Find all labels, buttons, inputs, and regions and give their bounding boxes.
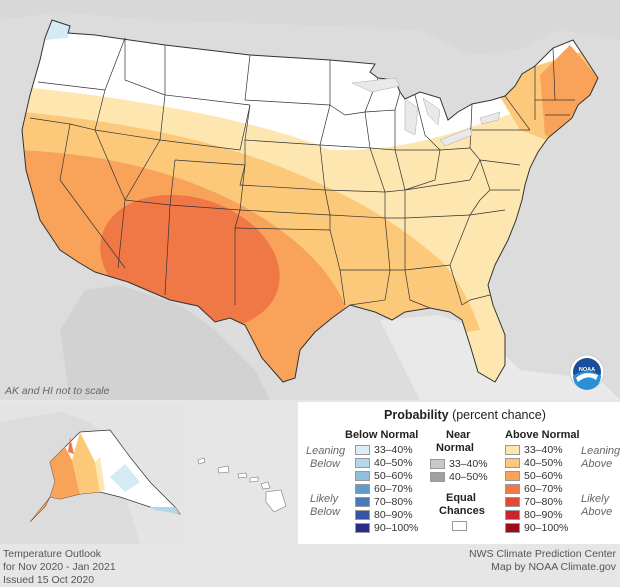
hawaii-islands: [197, 457, 287, 513]
near-normal-header-2: Normal: [436, 442, 474, 454]
leaning-above-line2: Above: [581, 458, 613, 470]
legend-title: Probability (percent chance): [384, 408, 546, 422]
below-swatch-label: 90–100%: [374, 522, 419, 534]
below-swatch: [355, 445, 370, 455]
below-swatch-label: 70–80%: [374, 496, 413, 508]
likely-above-line1: Likely: [581, 493, 610, 505]
scale-note: AK and HI not to scale: [4, 385, 110, 397]
below-normal-header: Below Normal: [345, 429, 419, 441]
near-swatch: [430, 472, 445, 482]
above-swatch: [505, 523, 520, 533]
above-swatch-label: 70–80%: [524, 496, 563, 508]
above-swatch-label: 50–60%: [524, 470, 563, 482]
leaning-below-line2: Below: [310, 458, 340, 470]
below-swatch: [355, 523, 370, 533]
leaning-below-line1: Leaning: [306, 445, 346, 457]
near-swatch-label: 33–40%: [449, 458, 488, 470]
above-swatch-label: 33–40%: [524, 444, 563, 456]
above-swatch: [505, 471, 520, 481]
state-boundaries: [21, 19, 599, 383]
above-normal-header: Above Normal: [505, 429, 580, 441]
legend-panel: Probability (percent chance) Below Norma…: [298, 402, 620, 544]
below-swatch-label: 80–90%: [374, 509, 413, 521]
near-normal-header-1: Near: [446, 429, 471, 441]
below-swatch: [355, 484, 370, 494]
alaska-inset-map: [0, 402, 184, 544]
conus-outlook-map: AK and HI not to scale NOAA: [4, 19, 620, 400]
band-above-50-60-newengland: [540, 45, 598, 140]
above-swatch: [505, 445, 520, 455]
above-swatch: [505, 497, 520, 507]
credit-climate-gov: Map by NOAA Climate.gov: [491, 561, 616, 573]
below-swatch: [355, 458, 370, 468]
above-swatch-label: 80–90%: [524, 509, 563, 521]
above-swatch-label: 60–70%: [524, 483, 563, 495]
above-swatch: [505, 510, 520, 520]
outlook-title-line1: Temperature Outlook: [3, 548, 102, 560]
likely-below-line2: Below: [310, 506, 340, 518]
near-swatch: [430, 459, 445, 469]
below-swatch: [355, 510, 370, 520]
outlook-title: Temperature Outlook for Nov 2020 - Jan 2…: [3, 548, 116, 587]
leaning-above-line1: Leaning: [581, 445, 620, 457]
above-swatch: [505, 458, 520, 468]
equal-chances-swatch: [452, 521, 467, 531]
legend-title-bold: Probability: [384, 408, 449, 422]
noaa-logo[interactable]: NOAA: [569, 354, 605, 390]
noaa-logo-text: NOAA: [579, 367, 595, 373]
above-swatch-label: 90–100%: [524, 522, 569, 534]
below-swatch-label: 60–70%: [374, 483, 413, 495]
hawaii-inset-map: [186, 402, 296, 544]
outlook-issued-date: Issued 15 Oct 2020: [3, 574, 95, 586]
below-swatch: [355, 471, 370, 481]
likely-below-line1: Likely: [310, 493, 339, 505]
equal-chances-line1: Equal: [446, 492, 476, 504]
below-swatch-label: 40–50%: [374, 457, 413, 469]
legend-title-rest: (percent chance): [448, 408, 546, 422]
outlook-title-line2: for Nov 2020 - Jan 2021: [3, 561, 116, 573]
above-swatch-label: 40–50%: [524, 457, 563, 469]
below-swatch-label: 33–40%: [374, 444, 413, 456]
equal-chances-line2: Chances: [439, 505, 485, 517]
likely-above-line2: Above: [581, 506, 613, 518]
below-swatch: [355, 497, 370, 507]
below-swatch-label: 50–60%: [374, 470, 413, 482]
map-credits: NWS Climate Prediction Center Map by NOA…: [469, 548, 616, 574]
near-swatch-label: 40–50%: [449, 471, 488, 483]
great-lakes: [351, 77, 501, 147]
above-swatch: [505, 484, 520, 494]
credit-cpc: NWS Climate Prediction Center: [468, 548, 616, 560]
